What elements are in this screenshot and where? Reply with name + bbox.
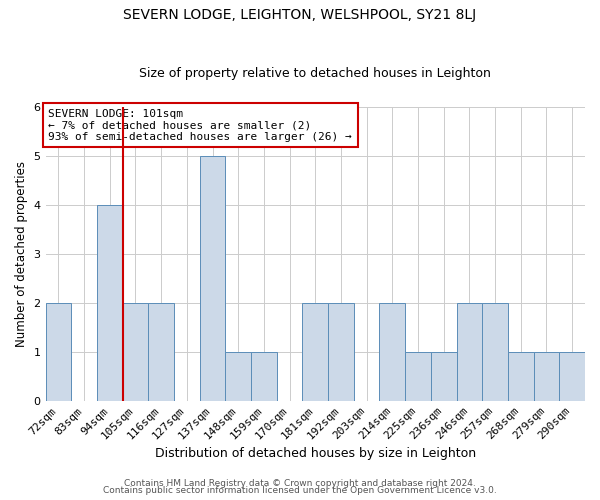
Bar bbox=[328, 303, 354, 401]
Bar bbox=[508, 352, 533, 401]
Text: Contains public sector information licensed under the Open Government Licence v3: Contains public sector information licen… bbox=[103, 486, 497, 495]
Bar bbox=[251, 352, 277, 401]
Text: SEVERN LODGE, LEIGHTON, WELSHPOOL, SY21 8LJ: SEVERN LODGE, LEIGHTON, WELSHPOOL, SY21 … bbox=[124, 8, 476, 22]
Bar bbox=[379, 303, 405, 401]
Bar bbox=[559, 352, 585, 401]
Bar bbox=[482, 303, 508, 401]
Bar bbox=[46, 303, 71, 401]
Bar bbox=[302, 303, 328, 401]
Text: SEVERN LODGE: 101sqm
← 7% of detached houses are smaller (2)
93% of semi-detache: SEVERN LODGE: 101sqm ← 7% of detached ho… bbox=[48, 108, 352, 142]
X-axis label: Distribution of detached houses by size in Leighton: Distribution of detached houses by size … bbox=[155, 447, 476, 460]
Y-axis label: Number of detached properties: Number of detached properties bbox=[15, 161, 28, 347]
Bar bbox=[97, 205, 122, 401]
Text: Contains HM Land Registry data © Crown copyright and database right 2024.: Contains HM Land Registry data © Crown c… bbox=[124, 478, 476, 488]
Bar bbox=[533, 352, 559, 401]
Title: Size of property relative to detached houses in Leighton: Size of property relative to detached ho… bbox=[139, 66, 491, 80]
Bar bbox=[148, 303, 174, 401]
Bar bbox=[405, 352, 431, 401]
Bar bbox=[457, 303, 482, 401]
Bar bbox=[122, 303, 148, 401]
Bar bbox=[431, 352, 457, 401]
Bar bbox=[226, 352, 251, 401]
Bar bbox=[200, 156, 226, 401]
